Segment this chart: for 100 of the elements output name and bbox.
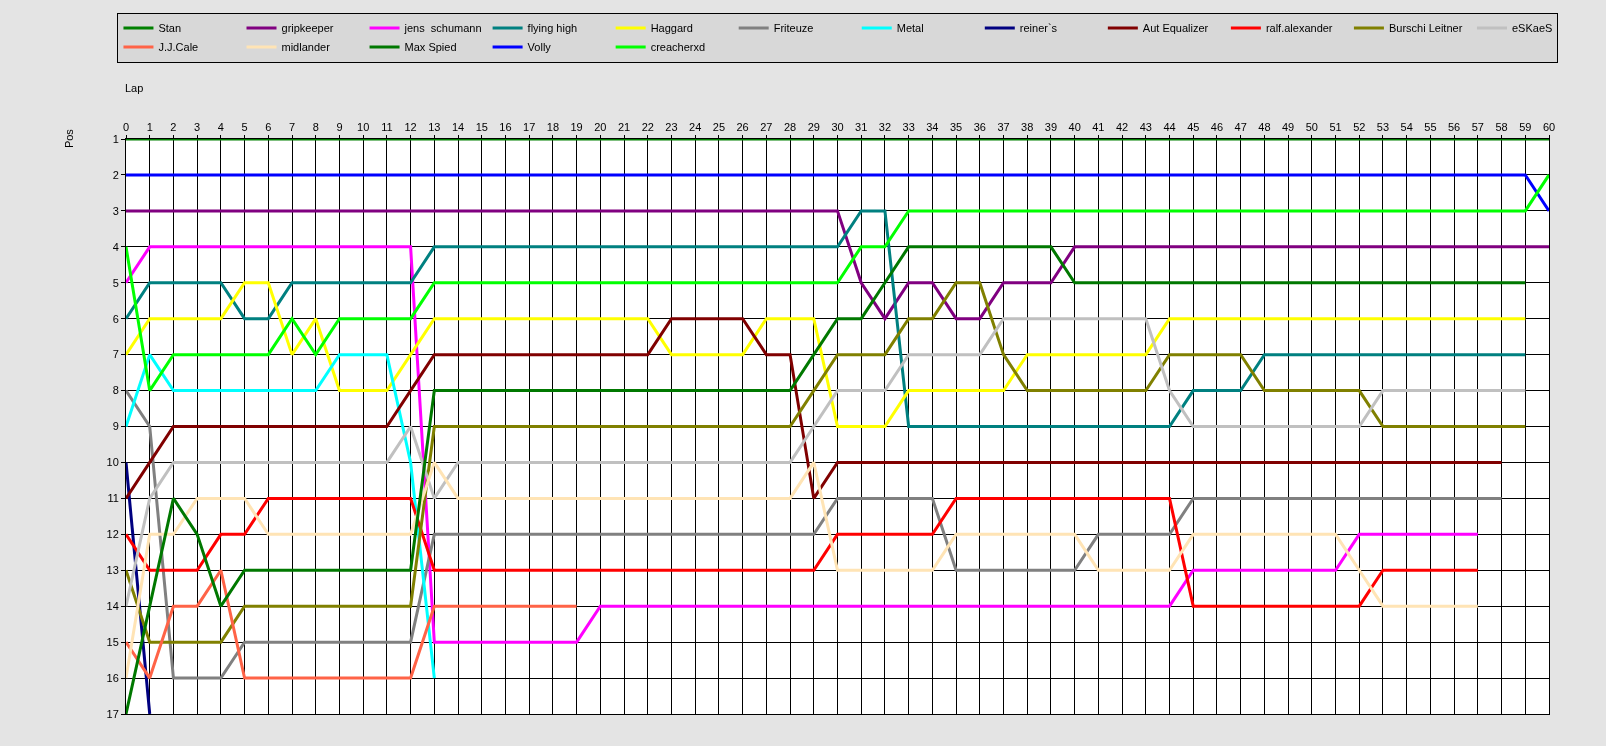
x-tick-label: 15 <box>475 120 488 133</box>
line-series <box>126 568 579 680</box>
x-tick-label: 58 <box>1495 120 1508 133</box>
y-tick-label: 5 <box>112 276 119 289</box>
x-tick-label: 47 <box>1234 120 1247 133</box>
y-tick-label: 2 <box>112 168 119 181</box>
x-tick-label: 24 <box>689 120 702 133</box>
y-tick-label: 12 <box>106 528 119 541</box>
x-tick-label: 36 <box>973 120 986 133</box>
legend-label: flying high <box>527 22 578 35</box>
x-tick-label: 51 <box>1329 120 1342 133</box>
legend-label: eSKaeS <box>1511 22 1553 35</box>
x-tick-label: 18 <box>546 120 560 133</box>
x-tick-label: 59 <box>1519 120 1532 133</box>
y-tick-label: 3 <box>112 204 119 217</box>
x-tick-label: 6 <box>265 120 272 133</box>
legend-label: Metal <box>896 22 924 35</box>
legend-label: Haggard <box>650 22 693 35</box>
y-tick-label: 1 <box>112 132 119 145</box>
x-tick-label: 12 <box>404 120 417 133</box>
line-series <box>126 281 1527 428</box>
x-tick-label: 13 <box>428 120 441 133</box>
legend-label: Friteuze <box>773 22 814 35</box>
x-tick-label: 41 <box>1092 120 1105 133</box>
y-tick-label: 9 <box>112 420 119 433</box>
legend-label: creacherxd <box>650 41 706 54</box>
y-tick-label: 14 <box>106 600 119 613</box>
x-tick-label: 16 <box>499 120 512 133</box>
y-tick-label: 15 <box>106 635 119 648</box>
x-tick-label: 21 <box>617 120 631 133</box>
legend-label: ralf.alexander <box>1265 22 1333 35</box>
x-tick-label: 39 <box>1044 120 1058 133</box>
y-tick-label: 6 <box>112 312 119 325</box>
x-tick-label: 35 <box>949 120 963 133</box>
legend-label: Volly <box>527 41 552 54</box>
x-axis-title: Lap <box>125 82 144 94</box>
x-tick-label: 40 <box>1068 120 1081 133</box>
x-tick-label: 38 <box>1021 120 1034 133</box>
x-tick-label: 7 <box>288 120 296 133</box>
x-tick-label: 4 <box>217 120 224 133</box>
x-tick-label: 9 <box>336 120 343 133</box>
x-tick-label: 20 <box>594 120 607 133</box>
x-tick-label: 26 <box>736 120 749 133</box>
x-tick-label: 28 <box>783 120 797 133</box>
x-tick-label: 32 <box>878 120 892 133</box>
x-tick-label: 25 <box>712 120 726 133</box>
y-tick-label: 7 <box>112 348 119 361</box>
x-tick-label: 37 <box>997 120 1010 133</box>
x-tick-label: 56 <box>1448 120 1461 133</box>
legend-label: Stan <box>158 22 182 35</box>
line-series <box>126 460 1480 680</box>
x-tick-label: 14 <box>451 120 465 133</box>
x-tick-label: 11 <box>381 120 393 133</box>
x-tick-label: 0 <box>122 120 130 133</box>
y-tick-label: 16 <box>106 671 119 684</box>
x-tick-label: 23 <box>665 120 678 133</box>
line-series <box>126 245 1527 714</box>
y-tick-label: 4 <box>112 240 119 253</box>
x-tick-label: 53 <box>1376 120 1390 133</box>
legend-label: jens schumann <box>403 22 482 35</box>
x-tick-label: 50 <box>1305 120 1318 133</box>
y-axis-title: Pos <box>63 128 76 149</box>
x-tick-label: 46 <box>1210 120 1224 133</box>
x-tick-label: 44 <box>1163 120 1176 133</box>
x-tick-label: 8 <box>312 120 319 133</box>
line-series <box>126 317 1527 608</box>
x-tick-label: 10 <box>357 120 370 133</box>
x-tick-label: 22 <box>641 120 654 133</box>
line-series <box>126 209 1527 428</box>
x-tick-label: 31 <box>855 120 868 133</box>
x-tick-label: 33 <box>902 120 915 133</box>
x-tick-label: 55 <box>1424 120 1437 133</box>
y-tick-label: 10 <box>106 456 119 469</box>
x-tick-label: 17 <box>523 120 536 133</box>
legend-label: Max Spied <box>404 41 457 54</box>
x-tick-label: 54 <box>1400 120 1413 133</box>
line-series <box>126 496 1480 608</box>
x-tick-label: 30 <box>831 120 844 133</box>
y-tick-label: 13 <box>106 564 119 577</box>
x-tick-label: 48 <box>1258 120 1271 133</box>
legend-label: reiner`s <box>1019 22 1058 35</box>
y-tick-label: 11 <box>107 492 119 505</box>
x-tick-label: 29 <box>807 120 820 133</box>
x-tick-label: 2 <box>170 120 177 133</box>
legend-label: Aut Equalizer <box>1142 22 1209 35</box>
x-tick-label: 1 <box>146 120 153 133</box>
y-tick-label: 8 <box>112 384 119 397</box>
legend-label: Burschi Leitner <box>1388 22 1463 35</box>
x-tick-label: 49 <box>1281 120 1295 133</box>
legend-label: gripkeeper <box>281 22 334 35</box>
legend-label: J.J.Cale <box>158 41 199 54</box>
y-tick-label: 17 <box>106 707 119 720</box>
line-series <box>126 317 1504 500</box>
x-tick-label: 45 <box>1187 120 1200 133</box>
x-tick-label: 19 <box>570 120 583 133</box>
x-tick-label: 57 <box>1471 120 1484 133</box>
x-tick-label: 42 <box>1115 120 1129 133</box>
x-tick-label: 5 <box>241 120 248 133</box>
x-tick-label: 60 <box>1542 120 1556 133</box>
x-tick-label: 34 <box>926 120 939 133</box>
